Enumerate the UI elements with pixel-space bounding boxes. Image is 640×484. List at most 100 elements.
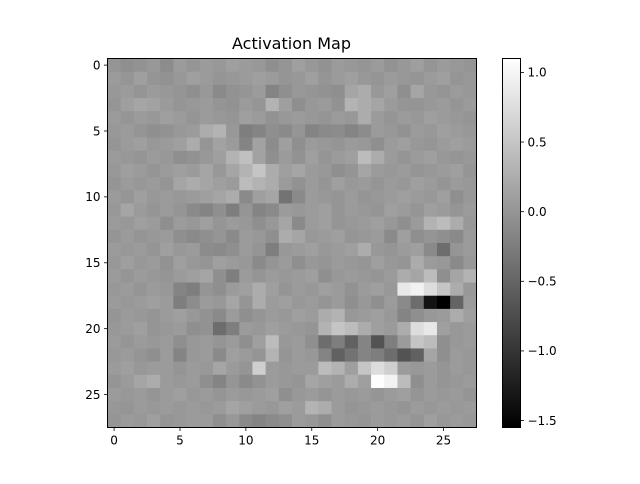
- heatmap-cell: [239, 216, 253, 231]
- heatmap-cell: [344, 348, 359, 363]
- heatmap-cell: [436, 111, 451, 125]
- heatmap-cell: [305, 335, 319, 349]
- heatmap-cell: [212, 150, 227, 165]
- heatmap-cell: [173, 243, 187, 257]
- heatmap-cell: [133, 282, 148, 297]
- heatmap-cell: [265, 216, 280, 231]
- heatmap-cell: [305, 163, 319, 178]
- heatmap-cell: [199, 414, 214, 428]
- heatmap-cell: [397, 71, 412, 86]
- heatmap-cell: [423, 229, 438, 244]
- heatmap-cell: [252, 203, 267, 218]
- heatmap-cell: [397, 84, 412, 99]
- heatmap-cell: [384, 58, 398, 73]
- heatmap-cell: [357, 58, 372, 73]
- heatmap-cell: [147, 163, 161, 178]
- x-axis: 0 5 10 15 20 25: [110, 427, 451, 448]
- heatmap-cell: [318, 203, 332, 218]
- heatmap-cell: [450, 190, 464, 204]
- heatmap-cell: [331, 256, 346, 270]
- heatmap-cell: [252, 348, 267, 363]
- heatmap-cell: [410, 348, 425, 363]
- heatmap-cell: [199, 335, 214, 349]
- heatmap-cell: [173, 374, 187, 389]
- heatmap-cell: [147, 137, 161, 152]
- heatmap-cell: [186, 414, 201, 428]
- heatmap-cell: [318, 308, 332, 323]
- heatmap-cell: [239, 322, 253, 336]
- heatmap-cell: [186, 98, 201, 112]
- heatmap-cell: [436, 58, 451, 73]
- heatmap-cell: [450, 84, 464, 99]
- heatmap-cell: [423, 203, 438, 218]
- heatmap-cell: [173, 269, 187, 283]
- heatmap-cell: [371, 177, 385, 191]
- heatmap-cell: [397, 137, 412, 152]
- heatmap-cell: [292, 203, 306, 218]
- heatmap-cell: [331, 295, 346, 310]
- heatmap-cell: [199, 229, 214, 244]
- heatmap-cell: [436, 98, 451, 112]
- heatmap-cell: [120, 335, 135, 349]
- heatmap-cell: [384, 177, 398, 191]
- heatmap-cell: [265, 243, 280, 257]
- heatmap-cell: [318, 361, 332, 376]
- heatmap-cell: [133, 361, 148, 376]
- heatmap-cell: [212, 137, 227, 152]
- heatmap-cell: [160, 308, 174, 323]
- heatmap-cell: [344, 295, 359, 310]
- heatmap-cell: [133, 216, 148, 231]
- heatmap-cell: [239, 308, 253, 323]
- heatmap-cell: [410, 150, 425, 165]
- heatmap-cell: [160, 190, 174, 204]
- heatmap-cell: [173, 256, 187, 270]
- heatmap-cell: [199, 163, 214, 178]
- heatmap-cell: [357, 216, 372, 231]
- heatmap-cell: [199, 295, 214, 310]
- heatmap-cell: [436, 243, 451, 257]
- heatmap-cell: [371, 361, 385, 376]
- heatmap-cell: [173, 401, 187, 415]
- heatmap-cell: [357, 243, 372, 257]
- y-tick-label: 5: [93, 124, 101, 138]
- heatmap-cell: [344, 177, 359, 191]
- heatmap-cell: [107, 137, 122, 152]
- heatmap-cell: [173, 308, 187, 323]
- heatmap-cell: [160, 322, 174, 336]
- heatmap-cell: [265, 177, 280, 191]
- heatmap-cell: [199, 308, 214, 323]
- heatmap-cell: [318, 150, 332, 165]
- heatmap-cell: [371, 282, 385, 297]
- heatmap-cell: [371, 58, 385, 73]
- heatmap-cell: [344, 282, 359, 297]
- heatmap-cell: [226, 84, 240, 99]
- heatmap-cell: [173, 190, 187, 204]
- heatmap-cell: [371, 401, 385, 415]
- heatmap-cell: [397, 216, 412, 231]
- heatmap-cell: [292, 361, 306, 376]
- heatmap-cell: [226, 308, 240, 323]
- heatmap-cell: [226, 229, 240, 244]
- heatmap-cell: [239, 150, 253, 165]
- heatmap-cell: [265, 58, 280, 73]
- heatmap-cell: [450, 229, 464, 244]
- heatmap-cell: [410, 137, 425, 152]
- heatmap-cell: [252, 216, 267, 231]
- heatmap-cell: [463, 203, 477, 218]
- heatmap-cell: [410, 401, 425, 415]
- heatmap-cell: [331, 190, 346, 204]
- heatmap-cell: [436, 308, 451, 323]
- heatmap-cell: [436, 361, 451, 376]
- heatmap-cell: [450, 387, 464, 402]
- heatmap-cell: [239, 203, 253, 218]
- heatmap-cell: [120, 374, 135, 389]
- heatmap-cell: [450, 203, 464, 218]
- heatmap-cell: [107, 150, 122, 165]
- x-tick-label: 25: [436, 434, 451, 448]
- heatmap-cell: [450, 256, 464, 270]
- heatmap-cell: [305, 71, 319, 86]
- heatmap-cell: [147, 243, 161, 257]
- heatmap-cell: [371, 111, 385, 125]
- heatmap-cell: [212, 111, 227, 125]
- y-tick-label: 20: [85, 322, 100, 336]
